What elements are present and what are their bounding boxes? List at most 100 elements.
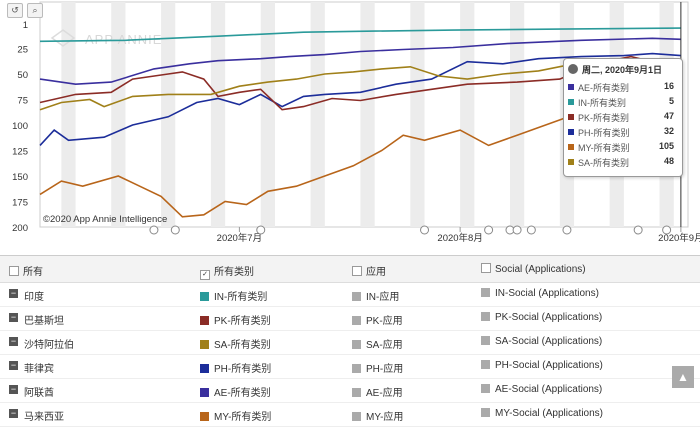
tooltip-series-label: AE-所有类别	[578, 83, 630, 93]
copyright-text: ©2020 App Annie Intelligence	[43, 214, 167, 225]
series-toggle-all-categories[interactable]: SA-所有类别	[200, 336, 271, 351]
series-toggle-social[interactable]: IN-Social (Applications)	[481, 288, 599, 299]
event-marker-icon	[420, 225, 430, 235]
weekend-band	[61, 2, 76, 227]
table-row: − 阿联酋 AE-所有类别 AE-应用 AE-Social (Applications)	[0, 378, 700, 403]
collapse-icon[interactable]: −	[9, 312, 18, 322]
y-tick-label: 125	[12, 146, 28, 157]
chart-panel: APP ANNIE 1 25 50 75 100 125 150 175 200 2020年7月 20…	[7, 1, 700, 244]
tooltip-series-label: PH-所有类别	[578, 128, 630, 138]
chart-tooltip: 周二, 2020年9月1日 AE-所有类别 16 IN-所有类别 5 PK-所有类别 47…	[563, 58, 683, 177]
legend-table-header: 所有 ✓ 所有类别 应用 Social (Applications)	[0, 256, 700, 283]
series-color-swatch	[352, 364, 361, 373]
series-color-swatch	[481, 336, 490, 345]
header-apps[interactable]: 应用	[352, 263, 386, 278]
series-color-swatch	[200, 388, 209, 397]
series-line	[39, 27, 681, 43]
header-all-countries[interactable]: 所有	[9, 263, 43, 278]
series-toggle-all-categories[interactable]: AE-所有类别	[200, 384, 271, 399]
country-name: 沙特阿拉伯	[24, 340, 74, 351]
event-marker-icon	[256, 225, 266, 235]
series-color-swatch	[352, 388, 361, 397]
series-toggle-apps[interactable]: MY-应用	[352, 408, 403, 423]
series-toggle-all-categories[interactable]: PK-所有类别	[200, 312, 271, 327]
series-color-swatch	[352, 316, 361, 325]
series-line	[39, 62, 681, 111]
reset-zoom-button[interactable]: ↺	[7, 3, 23, 18]
y-tick-label: 75	[17, 95, 28, 106]
series-toggle-apps[interactable]: AE-应用	[352, 384, 403, 399]
tooltip-header: 周二, 2020年9月1日	[568, 63, 662, 76]
tooltip-series-label: MY-所有类别	[578, 143, 630, 153]
series-toggle-social[interactable]: SA-Social (Applications)	[481, 336, 602, 347]
watermark-logo-icon	[50, 29, 76, 47]
series-toggle-apps[interactable]: SA-应用	[352, 336, 403, 351]
country-name: 巴基斯坦	[24, 316, 64, 327]
series-color-swatch	[568, 159, 574, 165]
series-color-swatch	[200, 340, 209, 349]
weekend-band	[410, 2, 425, 227]
event-marker-icon	[484, 225, 494, 235]
series-color-swatch	[481, 360, 490, 369]
checkbox-checked-icon[interactable]: ✓	[200, 270, 210, 280]
tooltip-series-value: 105	[658, 141, 674, 151]
series-color-swatch	[568, 129, 574, 135]
country-name: 印度	[24, 292, 44, 303]
series-toggle-social[interactable]: PK-Social (Applications)	[481, 312, 602, 323]
tooltip-row: IN-所有类别 5	[568, 96, 678, 110]
series-toggle-all-categories[interactable]: PH-所有类别	[200, 360, 271, 375]
series-toggle-social[interactable]: AE-Social (Applications)	[481, 384, 602, 395]
event-marker-icon	[633, 225, 643, 235]
series-color-swatch	[568, 84, 574, 90]
series-line	[39, 52, 681, 146]
tooltip-series-label: IN-所有类别	[578, 98, 626, 108]
weekend-band	[260, 2, 275, 227]
weekend-band	[360, 2, 375, 227]
tooltip-row: AE-所有类别 16	[568, 81, 678, 95]
table-row: − 印度 IN-所有类别 IN-应用 IN-Social (Applications)	[0, 282, 700, 307]
globe-icon	[568, 64, 578, 74]
series-color-swatch	[200, 292, 209, 301]
series-toggle-social[interactable]: MY-Social (Applications)	[481, 408, 603, 419]
series-color-swatch	[200, 412, 209, 421]
tooltip-row: PK-所有类别 47	[568, 111, 678, 125]
y-tick-label: 25	[17, 44, 28, 55]
series-toggle-social[interactable]: PH-Social (Applications)	[481, 360, 603, 371]
tooltip-series-value: 16	[663, 81, 674, 91]
checkbox-icon[interactable]	[481, 263, 491, 273]
series-toggle-apps[interactable]: PH-应用	[352, 360, 403, 375]
series-color-swatch	[200, 364, 209, 373]
table-row: − 巴基斯坦 PK-所有类别 PK-应用 PK-Social (Applications…	[0, 306, 700, 331]
series-toggle-apps[interactable]: PK-应用	[352, 312, 403, 327]
country-name: 阿联酋	[24, 388, 54, 399]
tooltip-series-value: 32	[663, 126, 674, 136]
weekend-band	[161, 2, 176, 227]
collapse-icon[interactable]: −	[9, 360, 18, 370]
tooltip-row: PH-所有类别 32	[568, 126, 678, 140]
collapse-icon[interactable]: −	[9, 408, 18, 418]
table-row: − 马来西亚 MY-所有类别 MY-应用 MY-Social (Applications…	[0, 402, 700, 427]
collapse-icon[interactable]: −	[9, 288, 18, 298]
event-marker-icon	[149, 225, 159, 235]
series-toggle-all-categories[interactable]: MY-所有类别	[200, 408, 271, 423]
collapse-icon[interactable]: −	[9, 336, 18, 346]
series-toggle-all-categories[interactable]: IN-所有类别	[200, 288, 267, 303]
collapse-icon[interactable]: −	[9, 384, 18, 394]
series-line	[39, 37, 681, 86]
series-toggle-apps[interactable]: IN-应用	[352, 288, 399, 303]
tooltip-series-value: 5	[668, 96, 674, 106]
weekend-band	[509, 2, 525, 227]
tooltip-row: MY-所有类别 105	[568, 141, 678, 155]
series-color-swatch	[352, 412, 361, 421]
series-color-swatch	[352, 292, 361, 301]
zoom-button[interactable]: ⌕	[27, 3, 43, 18]
checkbox-icon[interactable]	[352, 266, 362, 276]
tooltip-series-label: PK-所有类别	[578, 113, 630, 123]
y-tick-label: 200	[12, 223, 28, 234]
checkbox-icon[interactable]	[9, 266, 19, 276]
tooltip-date: 周二, 2020年9月1日	[582, 65, 663, 75]
header-social[interactable]: Social (Applications)	[481, 263, 586, 275]
weekend-band	[460, 2, 475, 227]
scroll-to-top-button[interactable]: ▲	[672, 366, 694, 388]
header-all-categories[interactable]: ✓ 所有类别	[200, 263, 254, 280]
